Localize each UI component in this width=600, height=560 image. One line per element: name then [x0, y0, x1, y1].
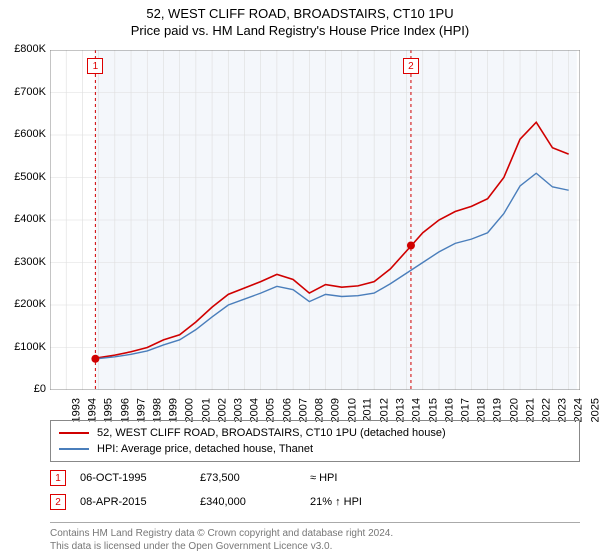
chart-svg [50, 50, 580, 390]
x-tick-label: 2012 [378, 398, 390, 422]
sale-price: £340,000 [200, 496, 310, 508]
footer-line: This data is licensed under the Open Gov… [50, 540, 580, 553]
x-tick-label: 2022 [541, 398, 553, 422]
sale-row: 1 06-OCT-1995 £73,500 ≈ HPI [50, 470, 580, 486]
x-tick-label: 2001 [200, 398, 212, 422]
y-tick-label: £700K [2, 86, 46, 98]
y-tick-label: £100K [2, 341, 46, 353]
legend-row: HPI: Average price, detached house, Than… [59, 441, 571, 457]
x-tick-label: 1994 [87, 398, 99, 422]
y-tick-label: £600K [2, 128, 46, 140]
x-tick-label: 2025 [589, 398, 600, 422]
sale-row: 2 08-APR-2015 £340,000 21% ↑ HPI [50, 494, 580, 510]
x-tick-label: 2003 [233, 398, 245, 422]
x-tick-label: 2004 [249, 398, 261, 422]
x-tick-label: 2023 [557, 398, 569, 422]
x-tick-label: 1999 [168, 398, 180, 422]
x-tick-label: 2021 [524, 398, 536, 422]
y-tick-label: £300K [2, 256, 46, 268]
x-tick-label: 2019 [492, 398, 504, 422]
footer-line: Contains HM Land Registry data © Crown c… [50, 527, 580, 540]
chart-subtitle: Price paid vs. HM Land Registry's House … [0, 21, 600, 38]
y-tick-label: £0 [2, 383, 46, 395]
y-tick-label: £800K [2, 43, 46, 55]
x-tick-label: 2016 [443, 398, 455, 422]
x-tick-label: 2014 [411, 398, 423, 422]
x-tick-label: 1996 [119, 398, 131, 422]
y-tick-label: £500K [2, 171, 46, 183]
sale-badge: 2 [50, 494, 66, 510]
chart-title: 52, WEST CLIFF ROAD, BROADSTAIRS, CT10 1… [0, 0, 600, 21]
x-tick-label: 2006 [281, 398, 293, 422]
x-tick-label: 1993 [70, 398, 82, 422]
legend-swatch [59, 448, 89, 450]
x-tick-label: 2018 [476, 398, 488, 422]
sale-date: 08-APR-2015 [80, 496, 200, 508]
x-tick-label: 1997 [135, 398, 147, 422]
sale-badge: 1 [50, 470, 66, 486]
chart-marker-badge: 2 [403, 58, 419, 74]
x-tick-label: 2002 [216, 398, 228, 422]
x-tick-label: 1998 [152, 398, 164, 422]
legend-swatch [59, 432, 89, 434]
legend: 52, WEST CLIFF ROAD, BROADSTAIRS, CT10 1… [50, 420, 580, 462]
legend-label: HPI: Average price, detached house, Than… [97, 443, 313, 455]
legend-label: 52, WEST CLIFF ROAD, BROADSTAIRS, CT10 1… [97, 427, 446, 439]
sale-vs-hpi: ≈ HPI [310, 472, 337, 484]
y-tick-label: £400K [2, 213, 46, 225]
legend-row: 52, WEST CLIFF ROAD, BROADSTAIRS, CT10 1… [59, 425, 571, 441]
chart-plot-area: 12 [50, 50, 580, 390]
x-tick-label: 2005 [265, 398, 277, 422]
chart-marker-badge: 1 [87, 58, 103, 74]
x-tick-label: 1995 [103, 398, 115, 422]
y-tick-label: £200K [2, 298, 46, 310]
x-tick-label: 2010 [346, 398, 358, 422]
x-tick-label: 2020 [508, 398, 520, 422]
x-tick-label: 2000 [184, 398, 196, 422]
x-tick-label: 2015 [427, 398, 439, 422]
x-tick-label: 2011 [361, 398, 373, 422]
sale-vs-hpi: 21% ↑ HPI [310, 496, 362, 508]
sale-price: £73,500 [200, 472, 310, 484]
x-tick-label: 2008 [314, 398, 326, 422]
x-tick-label: 2017 [459, 398, 471, 422]
x-tick-label: 2007 [297, 398, 309, 422]
sale-date: 06-OCT-1995 [80, 472, 200, 484]
x-tick-label: 2009 [330, 398, 342, 422]
x-tick-label: 2013 [395, 398, 407, 422]
x-tick-label: 2024 [573, 398, 585, 422]
footer: Contains HM Land Registry data © Crown c… [50, 522, 580, 553]
